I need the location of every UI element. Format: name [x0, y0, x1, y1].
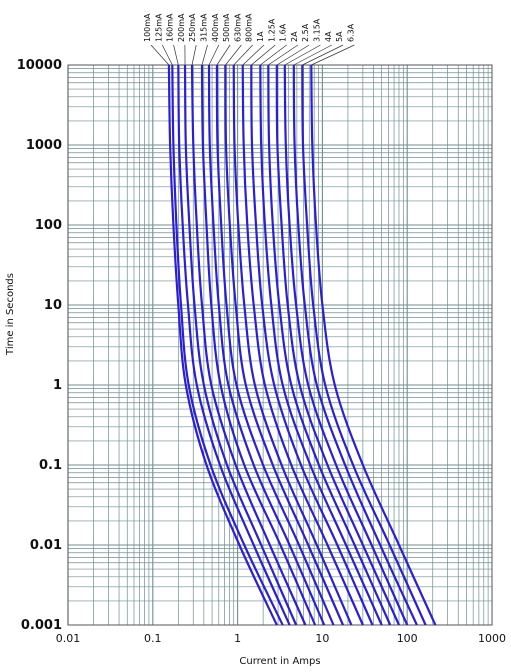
- series-line-3.15A: [283, 64, 409, 626]
- rating-label: 1A: [256, 31, 265, 42]
- series-line-500mA: [215, 64, 335, 626]
- rating-label: 3.15A: [313, 18, 322, 42]
- series-line-400mA: [207, 64, 326, 626]
- series-line-200mA: [183, 64, 298, 626]
- rating-leader-line: [216, 44, 231, 66]
- rating-label: 500mA: [222, 13, 231, 42]
- series-line-315mA: [200, 64, 317, 626]
- series-line-5A: [301, 64, 427, 626]
- series-line-100mA: [167, 64, 278, 626]
- series-line-4A: [292, 64, 418, 626]
- rating-label: 2.5A: [301, 23, 310, 42]
- rating-label: 250mA: [188, 13, 197, 42]
- rating-label: 5A: [335, 31, 344, 42]
- x-tick-label: 1000: [478, 632, 506, 645]
- rating-leader-line: [260, 44, 287, 66]
- rating-leader-line: [233, 44, 253, 66]
- x-tick-label: 0.01: [56, 632, 81, 645]
- series-line-125mA: [171, 64, 284, 626]
- y-tick-label: 0.001: [21, 618, 62, 633]
- y-tick-labels: 0.001 0.01 0.1 1 10 100 1000 10000: [17, 58, 62, 633]
- rating-label: 1.6A: [279, 23, 288, 42]
- y-tick-label: 1000: [26, 138, 62, 153]
- rating-leader-line: [311, 44, 355, 66]
- rating-leader-line: [173, 44, 179, 66]
- y-tick-label: 0.01: [30, 538, 62, 553]
- rating-labels: 100mA 125mA 160mA 200mA 250mA 315mA 400mA 500mA…: [143, 13, 355, 66]
- rating-leader-line: [201, 44, 208, 66]
- rating-label: 200mA: [177, 13, 186, 42]
- rating-leader-line: [302, 44, 344, 66]
- rating-leader-line: [225, 44, 242, 66]
- rating-label: 125mA: [154, 13, 163, 42]
- plot-background: [68, 65, 492, 625]
- rating-label: 400mA: [211, 13, 220, 42]
- rating-leader-line: [251, 44, 276, 66]
- series-lines: [167, 64, 437, 626]
- rating-label: 630mA: [233, 13, 242, 42]
- series-line-1A: [241, 64, 364, 626]
- x-tick-label: 10: [315, 632, 329, 645]
- rating-label: 315mA: [200, 13, 209, 42]
- rating-leader-line: [276, 44, 310, 66]
- x-tick-label: 100: [397, 632, 418, 645]
- rating-leader-line: [293, 44, 332, 66]
- rating-leader-line: [150, 44, 170, 66]
- series-line-800mA: [232, 64, 353, 626]
- x-axis-title: Current in Amps: [239, 656, 320, 667]
- series-line-2A: [267, 64, 392, 626]
- rating-leader-line: [191, 44, 197, 66]
- x-tick-label: 1: [234, 632, 241, 645]
- series-line-6.3A: [310, 64, 437, 626]
- series-line-1.6A: [259, 64, 383, 626]
- y-tick-label: 10: [44, 298, 62, 313]
- rating-label: 160mA: [166, 13, 175, 42]
- rating-leader-line: [268, 44, 299, 66]
- series-line-1.25A: [250, 64, 374, 626]
- series-line-160mA: [177, 64, 291, 626]
- series-line-250mA: [190, 64, 307, 626]
- rating-label: 6.3A: [346, 23, 355, 42]
- y-axis-title: Time in Seconds: [5, 273, 16, 356]
- rating-leader-line: [284, 44, 321, 66]
- x-tick-labels: 0.01 0.1 1 10 100 1000: [56, 632, 506, 645]
- rating-label: 1.25A: [267, 18, 276, 42]
- rating-label: 800mA: [245, 13, 254, 42]
- series-line-630mA: [224, 64, 345, 626]
- series-line-2.5A: [275, 64, 401, 626]
- rating-leader-line: [242, 44, 265, 66]
- plot-frame: [67, 64, 493, 626]
- y-tick-label: 100: [35, 218, 62, 233]
- x-tick-label: 0.1: [144, 632, 162, 645]
- y-tick-label: 0.1: [39, 458, 62, 473]
- rating-leader-line: [161, 44, 173, 66]
- rating-label: 100mA: [143, 13, 152, 42]
- y-tick-label: 1: [53, 378, 62, 393]
- rating-label: 4A: [324, 31, 333, 42]
- rating-label: 2A: [290, 31, 299, 42]
- rating-leader-line: [208, 44, 220, 66]
- y-tick-label: 10000: [17, 58, 62, 73]
